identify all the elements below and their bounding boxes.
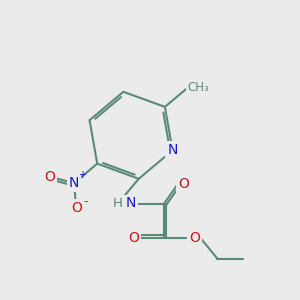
Text: O: O: [128, 231, 139, 244]
Text: O: O: [178, 177, 189, 191]
Text: N: N: [126, 196, 136, 211]
Text: O: O: [71, 201, 82, 215]
Text: N: N: [69, 176, 79, 190]
Text: CH₃: CH₃: [188, 81, 209, 94]
Text: -: -: [83, 196, 88, 208]
Text: +: +: [78, 170, 86, 180]
Text: N: N: [167, 143, 178, 158]
Text: O: O: [189, 231, 200, 244]
Text: H: H: [113, 197, 123, 210]
Text: O: O: [44, 169, 55, 184]
